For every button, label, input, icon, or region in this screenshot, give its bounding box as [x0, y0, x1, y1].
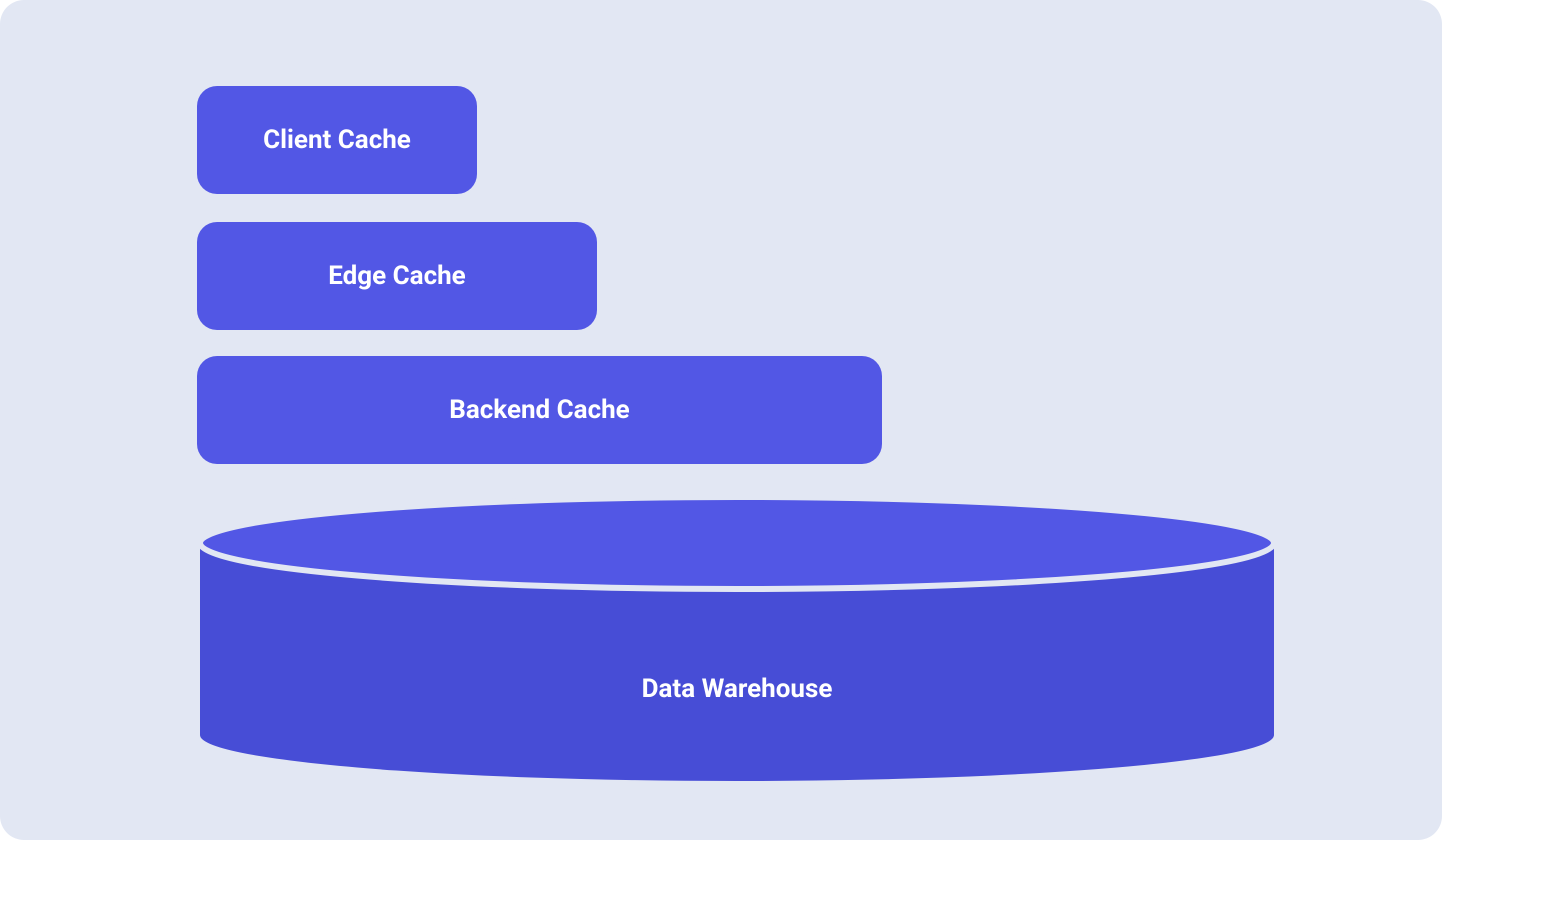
layer-data-warehouse: Data Warehouse: [197, 494, 1277, 784]
layer-label: Edge Cache: [328, 261, 465, 291]
layer-edge-cache: Edge Cache: [197, 222, 597, 330]
layer-backend-cache: Backend Cache: [197, 356, 882, 464]
layer-label: Backend Cache: [449, 395, 629, 425]
layer-client-cache: Client Cache: [197, 86, 477, 194]
cylinder-icon: [197, 494, 1277, 784]
diagram-canvas: Client Cache Edge Cache Backend Cache Da…: [0, 0, 1442, 840]
layer-label: Data Warehouse: [197, 674, 1277, 704]
layer-label: Client Cache: [263, 125, 411, 155]
